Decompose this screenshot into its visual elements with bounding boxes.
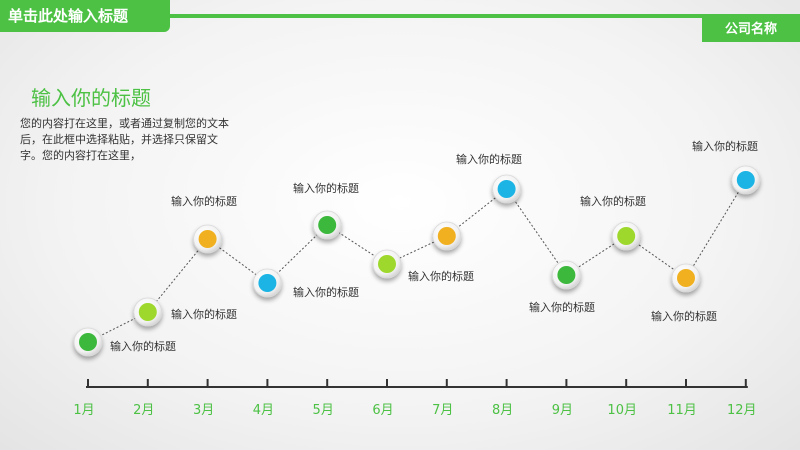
timeline-dot[interactable]: [372, 249, 402, 279]
point-label[interactable]: 输入你的标题: [456, 152, 522, 166]
month-label: 8月: [492, 403, 513, 418]
timeline-dot[interactable]: [133, 297, 163, 327]
timeline-dot[interactable]: [671, 263, 701, 293]
month-label: 12月: [727, 403, 757, 418]
month-label: 3月: [193, 403, 214, 418]
section-heading[interactable]: 输入你的标题: [31, 86, 151, 110]
month-label: 5月: [313, 403, 334, 418]
month-label: 7月: [432, 403, 453, 418]
timeline-dot[interactable]: [611, 221, 641, 251]
dot-core: [138, 303, 157, 321]
point-label[interactable]: 输入你的标题: [293, 285, 359, 299]
timeline-dot[interactable]: [552, 260, 581, 290]
month-label: 1月: [73, 403, 94, 418]
timeline-dot[interactable]: [252, 268, 282, 298]
point-label[interactable]: 输入你的标题: [110, 339, 176, 353]
section-description[interactable]: 您的内容打在这里，或者通过复制您的文本后，在此框中选择粘贴，并选择只保留文字。您…: [20, 117, 229, 162]
dot-core: [437, 227, 456, 245]
header-rule: [170, 14, 800, 18]
dot-core: [198, 230, 217, 248]
timeline-dot[interactable]: [73, 327, 103, 357]
point-label[interactable]: 输入你的标题: [692, 139, 758, 153]
timeline-dot[interactable]: [731, 165, 761, 195]
dot-core: [79, 333, 97, 351]
month-label: 9月: [552, 403, 573, 418]
point-label[interactable]: 输入你的标题: [171, 194, 237, 208]
dot-core: [258, 274, 277, 292]
dot-core: [378, 255, 396, 273]
point-label[interactable]: 输入你的标题: [293, 181, 359, 195]
point-label[interactable]: 输入你的标题: [408, 269, 474, 283]
point-label[interactable]: 输入你的标题: [580, 194, 646, 208]
timeline-dot[interactable]: [312, 210, 342, 240]
month-label: 6月: [372, 403, 393, 418]
dot-core: [736, 171, 755, 189]
point-label[interactable]: 输入你的标题: [529, 300, 595, 314]
month-label: 2月: [133, 403, 154, 418]
point-label[interactable]: 输入你的标题: [171, 307, 237, 321]
slide-title[interactable]: 单击此处输入标题: [0, 0, 170, 32]
timeline-dot[interactable]: [492, 174, 522, 204]
timeline-dot[interactable]: [432, 221, 462, 251]
point-label[interactable]: 输入你的标题: [651, 309, 717, 323]
month-label: 11月: [667, 403, 697, 418]
company-name[interactable]: 公司名称: [702, 18, 800, 42]
dot-core: [318, 216, 337, 234]
dot-core: [497, 180, 516, 198]
dot-core: [557, 266, 576, 284]
dot-core: [677, 269, 695, 287]
timeline-dot[interactable]: [193, 224, 223, 254]
dot-core: [617, 227, 636, 245]
month-label: 4月: [253, 403, 274, 418]
month-label: 10月: [607, 403, 637, 418]
